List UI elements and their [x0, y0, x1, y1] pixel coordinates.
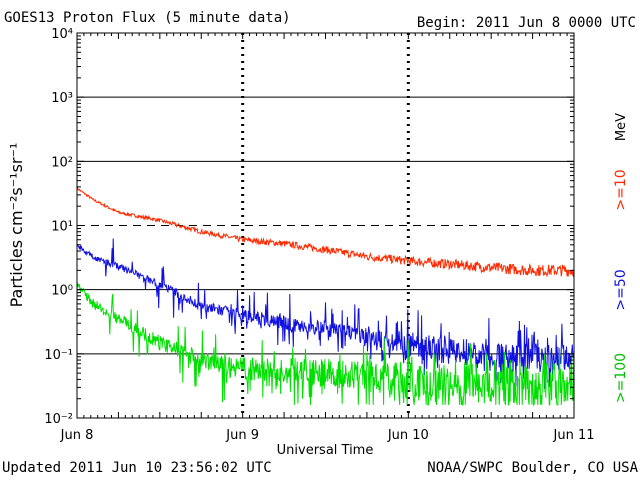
y-tick-label: 10⁴ — [51, 27, 73, 42]
series-line-gt100 — [76, 282, 575, 407]
y-tick-label: 10² — [51, 155, 73, 170]
x-tick-label: Jun 8 — [60, 428, 94, 443]
series-line-gt10 — [76, 186, 575, 278]
updated-time: Updated 2011 Jun 10 23:56:02 UTC — [2, 460, 272, 476]
y-tick-label: 10⁻² — [44, 412, 73, 427]
y-tick-label: 10⁻¹ — [44, 348, 73, 363]
x-tick-label: Jun 9 — [225, 428, 259, 443]
grid-lines — [77, 33, 574, 418]
chart-title: GOES13 Proton Flux (5 minute data) — [4, 10, 291, 26]
unit-label: MeV — [614, 113, 629, 141]
credit-line: NOAA/SWPC Boulder, CO USA — [427, 460, 638, 476]
series-line-gt50 — [77, 238, 575, 389]
x-tick-label: Jun 11 — [553, 428, 595, 443]
series-layer — [76, 186, 575, 407]
x-tick-label: Jun 10 — [387, 428, 429, 443]
legend-gt10: >=10 — [613, 169, 629, 210]
y-tick-label: 10³ — [51, 91, 73, 106]
begin-time: Begin: 2011 Jun 8 0000 UTC — [416, 15, 636, 31]
y-axis-label: Particles cm⁻²s⁻¹sr⁻¹ — [7, 143, 26, 308]
x-axis-label: Universal Time — [277, 443, 374, 458]
legend-gt100: >=100 — [613, 353, 629, 403]
tick-layer: 10⁻² 10⁻¹ 10⁰ 10¹ 10² 10³ 10⁴ Jun 8 Jun 9 Jun 10 J… — [44, 27, 594, 443]
y-tick-label: 10¹ — [51, 220, 73, 235]
legend-gt50: >=50 — [613, 269, 629, 310]
y-tick-label: 10⁰ — [51, 284, 73, 299]
